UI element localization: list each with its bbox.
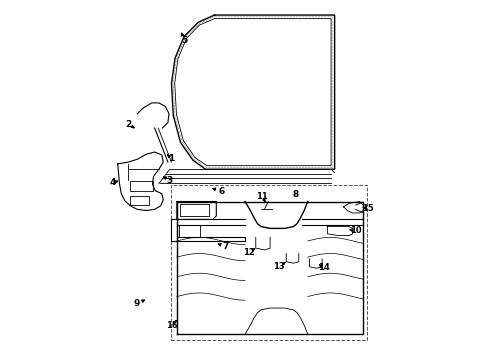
Text: 10: 10 (350, 226, 361, 235)
Text: 12: 12 (243, 248, 254, 257)
Text: 9: 9 (133, 299, 140, 308)
Text: 3: 3 (167, 176, 173, 185)
Text: 16: 16 (166, 321, 177, 330)
Bar (129, 196, 149, 205)
Bar (172, 185, 367, 339)
Text: 6: 6 (219, 187, 225, 196)
Text: 7: 7 (222, 242, 228, 251)
Text: 14: 14 (318, 264, 330, 273)
Text: 11: 11 (256, 192, 268, 201)
Text: 4: 4 (109, 178, 116, 187)
Bar (129, 181, 153, 192)
Bar (179, 225, 200, 237)
Text: 8: 8 (292, 190, 298, 199)
Text: 13: 13 (273, 262, 285, 271)
Text: 1: 1 (169, 154, 174, 163)
Bar (180, 204, 209, 216)
Text: 2: 2 (125, 120, 132, 129)
Text: 5: 5 (181, 36, 187, 45)
Text: 15: 15 (362, 204, 374, 213)
